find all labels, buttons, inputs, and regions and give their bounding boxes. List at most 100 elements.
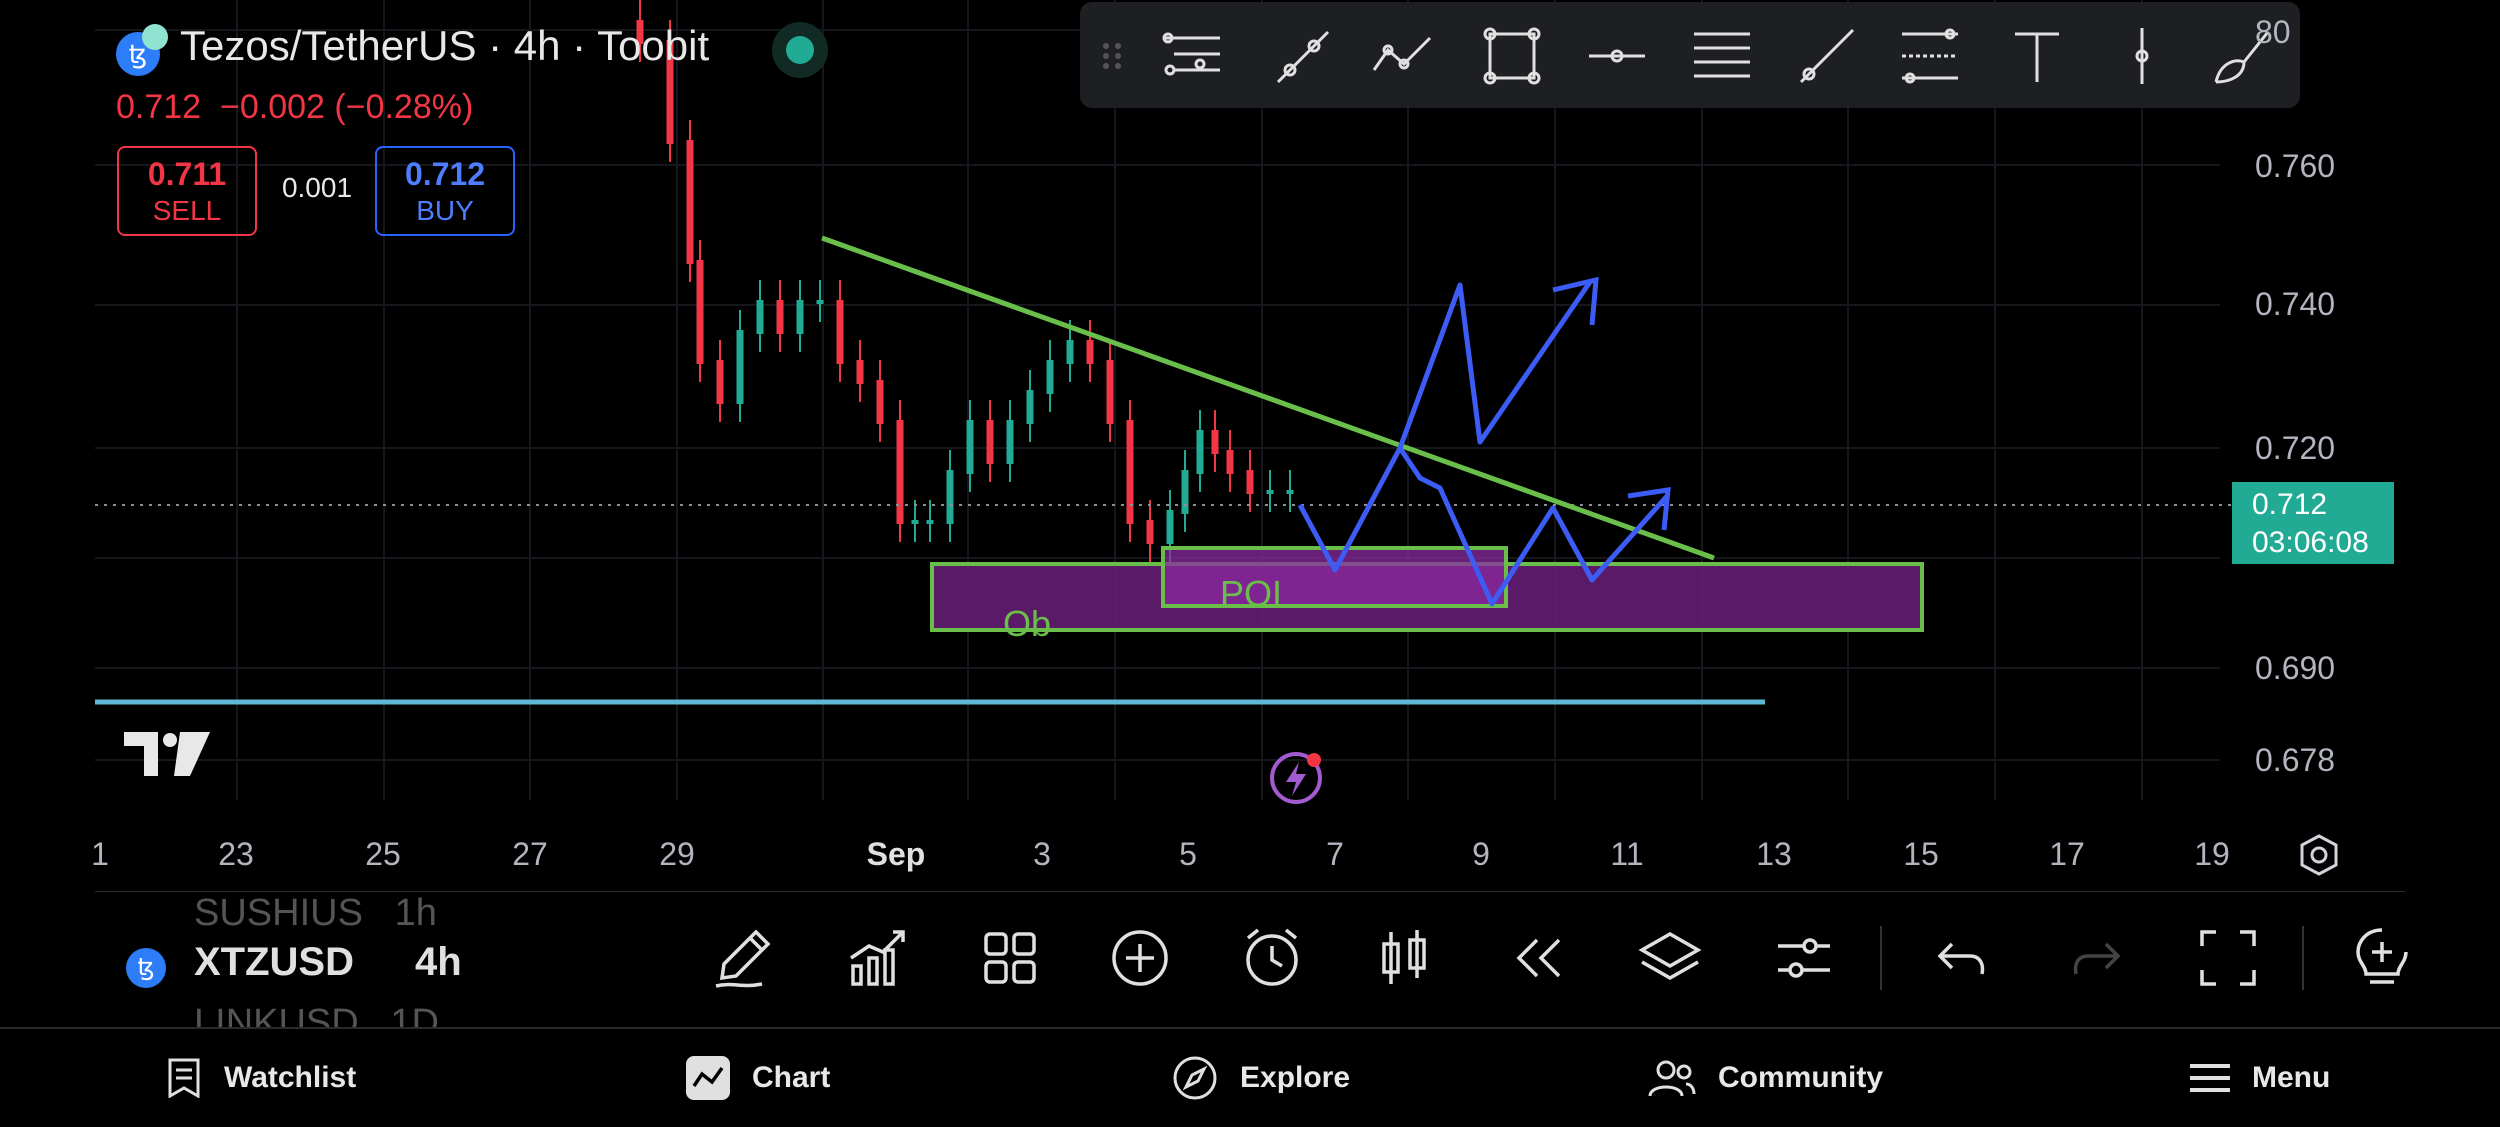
nav-explore[interactable]: Explore <box>1172 1029 1350 1127</box>
parallel-channel-icon[interactable] <box>1690 24 1754 88</box>
candle-body <box>926 520 934 524</box>
time-axis-label: 17 <box>2049 836 2085 872</box>
candle-body <box>1246 470 1254 494</box>
buy-price: 0.712 <box>404 156 486 192</box>
layout-grid-icon[interactable] <box>978 926 1042 990</box>
current-price-value: 0.712 <box>2252 488 2328 521</box>
time-axis-label: 1 <box>91 836 109 872</box>
candle-body <box>1211 430 1219 454</box>
time-axis-label: 13 <box>1756 836 1792 872</box>
replay-icon[interactable] <box>1505 926 1569 990</box>
xtz-coin-icon: ꜩ <box>126 948 166 988</box>
fib-retracement-icon[interactable] <box>1898 24 1962 88</box>
compass-icon <box>1173 1056 1217 1100</box>
time-axis-label: 23 <box>218 836 254 872</box>
chart-settings-icon[interactable] <box>2296 832 2342 878</box>
spread-value: 0.001 <box>281 172 353 203</box>
text-tool-icon[interactable] <box>2005 24 2069 88</box>
price-axis-label: 0.760 <box>2255 148 2336 184</box>
nav-watchlist[interactable]: Watchlist <box>166 1029 356 1127</box>
rectangle-icon[interactable] <box>1480 24 1544 88</box>
idea-icon[interactable] <box>2352 926 2408 990</box>
candle-body <box>1066 340 1074 364</box>
projection-arrowhead-2 <box>1627 487 1671 531</box>
exchange-badge-icon <box>142 24 168 50</box>
time-axis-label: 27 <box>512 836 548 872</box>
range-projection-path[interactable] <box>1397 446 1670 607</box>
time-axis-label: 19 <box>2194 836 2230 872</box>
descending-trendline[interactable] <box>821 235 1715 561</box>
indicators-icon[interactable] <box>845 926 909 990</box>
chart-icon <box>686 1056 730 1100</box>
candle-body <box>1166 510 1174 544</box>
interval-selector[interactable]: 4h <box>415 940 462 984</box>
last-price: 0.712 <box>116 88 202 126</box>
fullscreen-icon[interactable] <box>2196 926 2260 990</box>
bar-countdown: 03:06:08 <box>2252 526 2369 559</box>
nav-menu[interactable]: Menu <box>2190 1029 2330 1127</box>
candle-body <box>796 300 804 334</box>
lightning-icon[interactable] <box>1268 750 1324 806</box>
watchlist-icon <box>168 1058 200 1098</box>
candle-body <box>1006 420 1014 464</box>
poi-label: POI <box>1220 573 1282 614</box>
buy-button[interactable]: 0.712 BUY <box>375 146 515 236</box>
candle-body <box>1286 490 1294 494</box>
candle-body <box>856 360 864 384</box>
candle-body <box>1226 450 1234 474</box>
price-change: −0.002 (−0.28%) <box>220 88 474 126</box>
symbol-name[interactable]: XTZUSD <box>194 940 354 984</box>
poi-zone[interactable] <box>1161 546 1508 608</box>
candle-body <box>686 140 694 264</box>
undo-icon[interactable] <box>1930 926 1994 990</box>
tradingview-logo <box>124 732 210 776</box>
settings-sliders-icon[interactable] <box>1772 926 1836 990</box>
current-price-tag: 0.712 03:06:08 <box>2232 482 2394 564</box>
brush-icon[interactable] <box>2210 24 2274 88</box>
candle-body <box>1106 360 1114 424</box>
price-chart[interactable]: Ob POI <box>0 0 2500 892</box>
horizontal-ray-icon[interactable] <box>1585 24 1649 88</box>
price-axis-label: 0.740 <box>2255 286 2336 322</box>
sell-button[interactable]: 0.711 SELL <box>117 146 257 236</box>
candle-type-icon[interactable] <box>1372 926 1436 990</box>
chart-title[interactable]: Tezos/TetherUS · 4h · Toobit <box>180 22 710 69</box>
path-icon[interactable] <box>1370 24 1434 88</box>
bullish-projection-path[interactable] <box>1297 280 1593 573</box>
drag-handle-icon[interactable] <box>1098 24 1128 88</box>
price-axis-label: 0.720 <box>2255 430 2336 466</box>
candle-body <box>946 470 954 524</box>
candle-body <box>1196 430 1204 474</box>
market-status-icon[interactable] <box>772 22 828 78</box>
time-axis-label: 29 <box>659 836 695 872</box>
nav-community[interactable]: Community <box>1648 1029 1883 1127</box>
ray-icon[interactable] <box>1795 24 1859 88</box>
candle-body <box>666 40 674 144</box>
nav-chart[interactable]: Chart <box>686 1029 830 1127</box>
time-axis-label: 15 <box>1903 836 1939 872</box>
candle-body <box>896 420 904 524</box>
vertical-line-icon[interactable] <box>2110 24 2174 88</box>
add-icon[interactable] <box>1108 926 1172 990</box>
alarm-icon[interactable] <box>1240 926 1304 990</box>
layers-icon[interactable] <box>1638 926 1702 990</box>
candle-body <box>636 20 644 44</box>
pitchfork-icon[interactable] <box>1160 24 1224 88</box>
trend-line-icon[interactable] <box>1270 24 1334 88</box>
redo-icon[interactable] <box>2064 926 2128 990</box>
candle-body <box>1086 340 1094 364</box>
candle-body <box>756 300 764 334</box>
candle-body <box>876 380 884 424</box>
candle-body <box>1266 490 1274 494</box>
time-axis-label: 9 <box>1472 836 1490 872</box>
candle-body <box>1181 470 1189 514</box>
ghost-symbol-above: SUSHIUS 1h <box>194 892 437 934</box>
pencil-icon[interactable] <box>712 926 776 990</box>
price-axis-label: 0.678 <box>2255 742 2336 778</box>
candle-body <box>696 260 704 364</box>
candle-body <box>716 360 724 404</box>
bottom-navigation: Watchlist Chart Explore Community Menu <box>0 1027 2500 1127</box>
price-change-line: 0.712 −0.002 (−0.28%) <box>116 88 473 127</box>
time-axis-label: 5 <box>1179 836 1197 872</box>
nav-label: Menu <box>2252 1061 2331 1094</box>
